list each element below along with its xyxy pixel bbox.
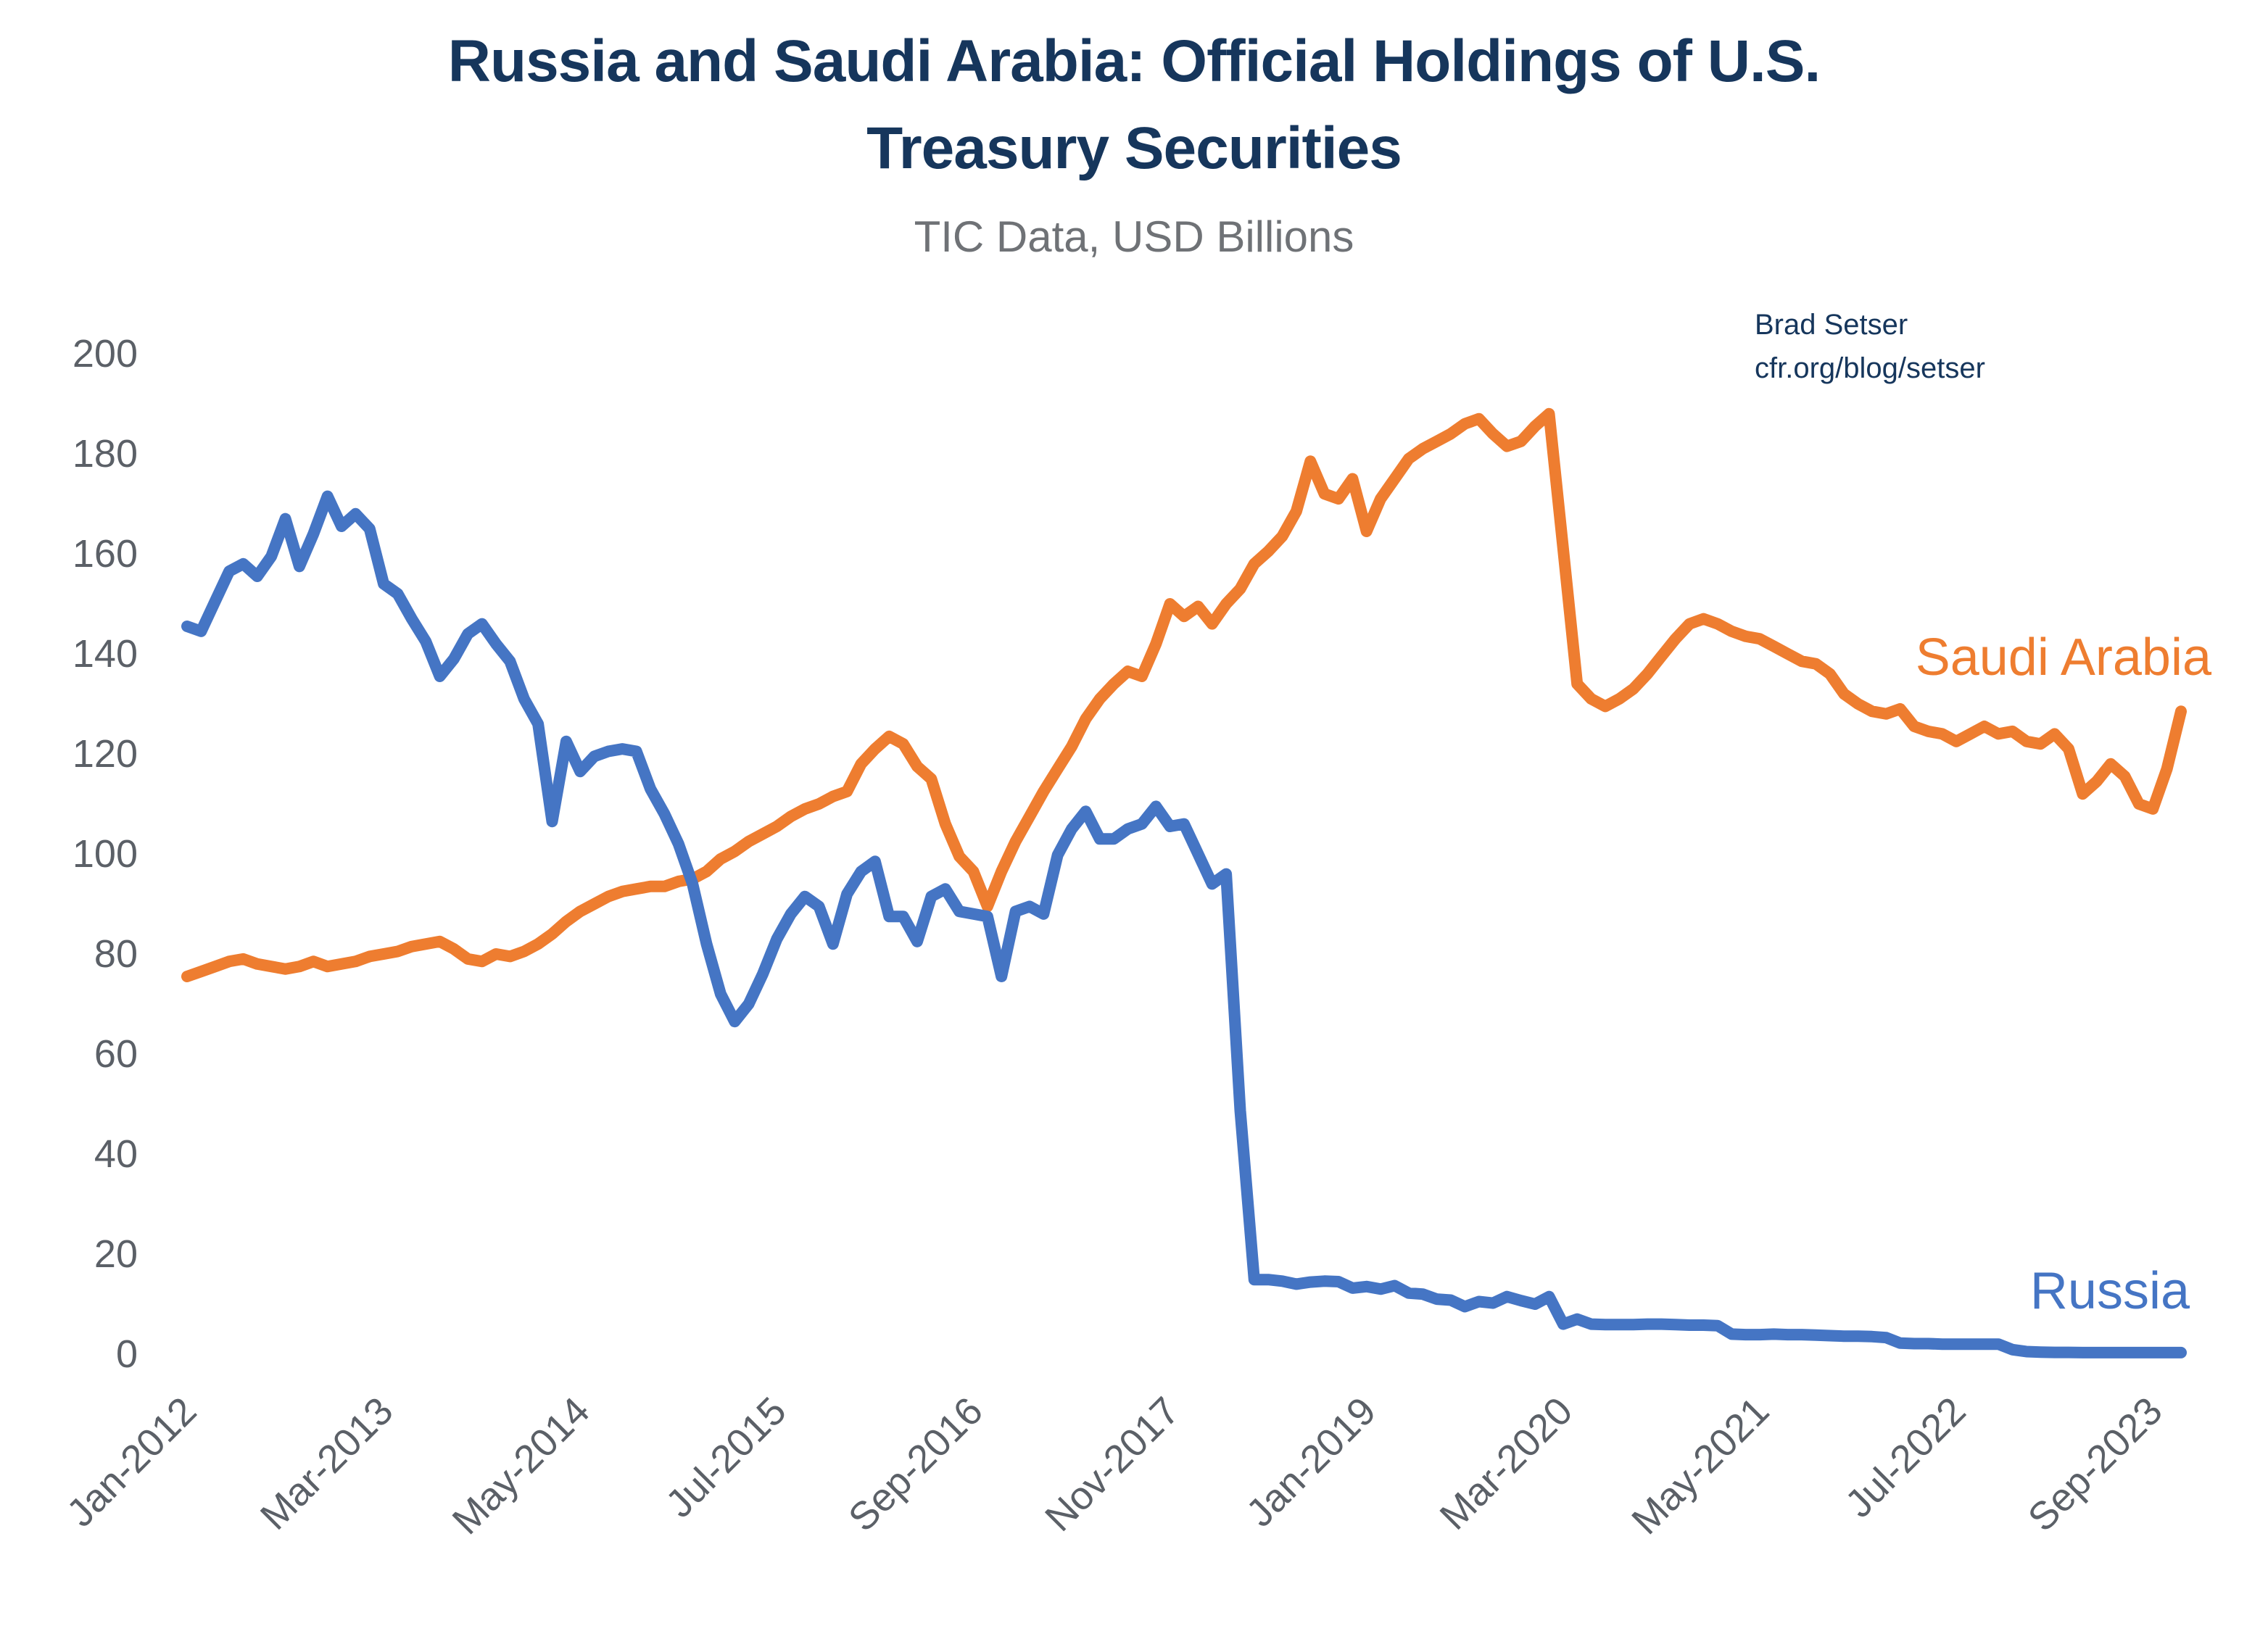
page-title-line-1: Russia and Saudi Arabia: Official Holdin… [447, 28, 1821, 94]
x-tick-label-Sep-2016: Sep-2016 [840, 1389, 991, 1540]
line-saudi-arabia [181, 407, 2187, 982]
y-tick-label-20: 20 [94, 1232, 138, 1276]
y-tick-label-40: 40 [94, 1132, 138, 1176]
x-tick-label-Sep-2023: Sep-2023 [2020, 1389, 2171, 1540]
x-tick-label-Mar-2020: Mar-2020 [1432, 1389, 1581, 1538]
y-tick-label-100: 100 [73, 832, 138, 876]
y-tick-label-180: 180 [73, 432, 138, 476]
y-tick-label-0: 0 [116, 1332, 138, 1376]
annotation-author: Brad Setser [1755, 309, 1908, 341]
x-tick-label-May-2021: May-2021 [1623, 1389, 1777, 1543]
y-tick-label-160: 160 [73, 532, 138, 576]
series-label-saudi-arabia: Saudi Arabia [1915, 628, 2211, 686]
y-tick-label-140: 140 [73, 632, 138, 676]
line-russia [181, 490, 2187, 1358]
x-tick-label-Jul-2015: Jul-2015 [658, 1389, 795, 1526]
y-tick-label-60: 60 [94, 1032, 138, 1076]
chart-subtitle: TIC Data, USD Billions [914, 212, 1354, 261]
x-tick-label-Jan-2012: Jan-2012 [59, 1389, 205, 1535]
x-tick-label-Jan-2019: Jan-2019 [1238, 1389, 1385, 1535]
page-title-line-2: Treasury Securities [866, 115, 1402, 181]
annotation-url: cfr.org/blog/setser [1755, 352, 1985, 384]
x-tick-label-May-2014: May-2014 [444, 1389, 598, 1543]
y-tick-label-120: 120 [73, 732, 138, 776]
x-tick-label-Jul-2022: Jul-2022 [1837, 1389, 1974, 1526]
series-label-russia: Russia [2029, 1262, 2190, 1320]
annotation-block: Brad Setser cfr.org/blog/setser [1755, 303, 1985, 390]
x-tick-label-Mar-2013: Mar-2013 [252, 1389, 402, 1538]
y-tick-label-200: 200 [73, 332, 138, 376]
x-tick-label-Nov-2017: Nov-2017 [1037, 1389, 1188, 1540]
y-tick-label-80: 80 [94, 932, 138, 976]
